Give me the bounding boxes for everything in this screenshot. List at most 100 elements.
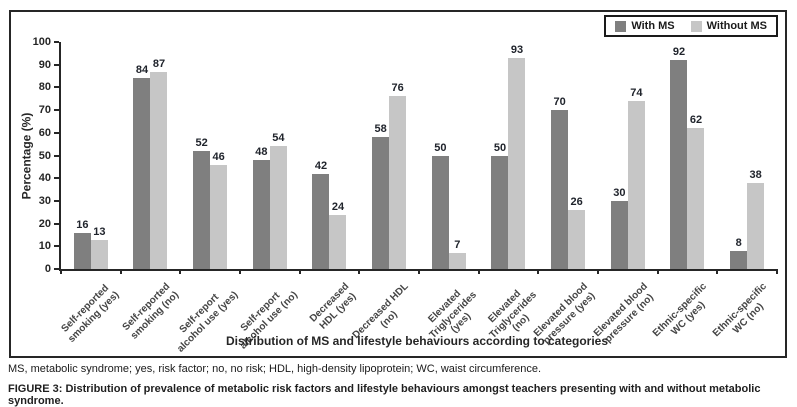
bar-with-ms: 50 [491, 142, 509, 269]
bar-without-ms: 13 [90, 226, 108, 269]
bar-group: 58 76 [359, 42, 419, 269]
y-tick [54, 41, 59, 43]
x-tick [358, 269, 360, 274]
legend: With MS Without MS [604, 15, 778, 37]
legend-label-with-ms: With MS [631, 20, 675, 32]
bar-with-ms: 30 [610, 187, 628, 269]
y-tick [54, 131, 59, 134]
y-tick [54, 245, 59, 248]
legend-swatch-without-ms-icon [690, 20, 702, 32]
bar-value-label: 46 [212, 150, 225, 163]
y-tick [54, 177, 59, 180]
y-tick-label: 100 [32, 36, 51, 48]
bar-value-label: 42 [314, 159, 328, 172]
caption-abbreviations: MS, metabolic syndrome; yes, risk factor… [8, 363, 542, 375]
x-tick [478, 269, 480, 274]
bar-with-ms: 50 [431, 142, 449, 269]
bar-value-label: 76 [391, 82, 404, 95]
bar-value-label: 8 [735, 236, 742, 249]
bar-value-label: 52 [195, 136, 208, 149]
caption-figure-label: FIGURE 3: [8, 383, 63, 395]
y-tick-label: 80 [38, 81, 51, 94]
bar-value-label: 92 [672, 46, 686, 59]
x-category-label: Decreased HDL (yes) [307, 281, 358, 332]
bar-group: 84 87 [121, 42, 181, 269]
y-tick-label: 20 [38, 217, 51, 230]
bar-without-ms: 62 [687, 114, 705, 269]
bar-with-ms: 92 [670, 46, 688, 269]
bar-with-ms: 42 [312, 160, 330, 269]
x-tick [537, 269, 539, 274]
bar-value-label: 24 [331, 200, 345, 213]
bar-group: 42 24 [300, 42, 360, 269]
legend-swatch-with-ms-icon [615, 20, 627, 32]
bar-value-label: 13 [93, 225, 106, 238]
bar-value-label: 50 [493, 141, 507, 154]
y-tick-label: 30 [38, 194, 51, 207]
x-tick [239, 269, 241, 274]
bar-value-label: 7 [454, 239, 461, 252]
bar-value-label: 93 [510, 43, 524, 56]
bar-value-label: 26 [570, 195, 583, 208]
bar-without-ms: 93 [508, 44, 526, 269]
x-tick [60, 269, 62, 274]
bar-group: 52 46 [180, 42, 240, 269]
bar-with-ms: 70 [551, 96, 569, 269]
bar-group: 30 74 [598, 42, 658, 269]
x-axis-labels: Self-reported smoking (yes) Self-reported… [59, 273, 775, 354]
y-tick-label: 0 [44, 263, 51, 275]
bar-without-ms: 54 [269, 132, 287, 269]
y-tick-label: 60 [38, 126, 51, 139]
bar-without-ms: 46 [210, 151, 228, 269]
bar-value-label: 62 [689, 114, 703, 127]
bar-group: 50 93 [479, 42, 539, 269]
bar-with-ms: 58 [372, 123, 390, 269]
y-tick-label: 10 [38, 240, 51, 253]
y-tick [54, 63, 59, 66]
bar-group: 16 13 [61, 42, 121, 269]
chart-frame: With MS Without MS Percentage (%) 0 10 20 3… [9, 10, 787, 358]
legend-item-without-ms: Without MS [690, 20, 767, 32]
bar-group: 50 7 [419, 42, 479, 269]
y-tick-label: 40 [38, 172, 51, 185]
bar-value-label: 16 [76, 218, 89, 231]
bar-value-label: 54 [272, 132, 285, 145]
bar-with-ms: 48 [252, 146, 270, 269]
bar-value-label: 48 [255, 146, 268, 159]
bar-value-label: 58 [374, 123, 387, 136]
bar-without-ms: 87 [150, 58, 168, 269]
x-tick [120, 269, 122, 274]
bar-without-ms: 7 [448, 239, 466, 269]
x-tick [299, 269, 301, 274]
y-tick [54, 268, 59, 270]
legend-item-with-ms: With MS [615, 20, 675, 32]
bar-group: 48 54 [240, 42, 300, 269]
bar-with-ms: 52 [193, 137, 211, 269]
bar-group: 92 62 [658, 42, 718, 269]
bar-with-ms: 16 [73, 219, 91, 269]
y-tick [54, 199, 59, 202]
bar-value-label: 87 [152, 57, 166, 70]
bar-without-ms: 76 [389, 82, 407, 269]
plot-area: 0 10 20 30 40 50 60 70 80 90 100 16 13 84 87 52 46 48 54 42… [33, 36, 778, 275]
x-tick [776, 269, 778, 274]
y-tick [54, 86, 59, 89]
bar-value-label: 38 [749, 168, 762, 181]
y-tick-label: 70 [38, 104, 51, 117]
caption-figure: FIGURE 3: Distribution of prevalence of … [8, 383, 792, 407]
bar-with-ms: 8 [730, 237, 748, 269]
y-tick [54, 222, 59, 225]
x-tick [418, 269, 420, 274]
bar-value-label: 74 [630, 87, 643, 100]
caption-figure-text: Distribution of prevalence of metabolic … [8, 383, 761, 407]
x-axis-title: Distribution of MS and lifestyle behavio… [225, 334, 609, 348]
y-tick-label: 50 [38, 149, 51, 162]
bar-value-label: 50 [434, 141, 447, 154]
bar-value-label: 70 [553, 96, 566, 109]
y-tick [54, 154, 59, 157]
x-tick [657, 269, 659, 274]
bar-without-ms: 24 [329, 201, 347, 269]
bar-without-ms: 74 [627, 87, 645, 269]
bar-value-label: 30 [613, 186, 626, 199]
